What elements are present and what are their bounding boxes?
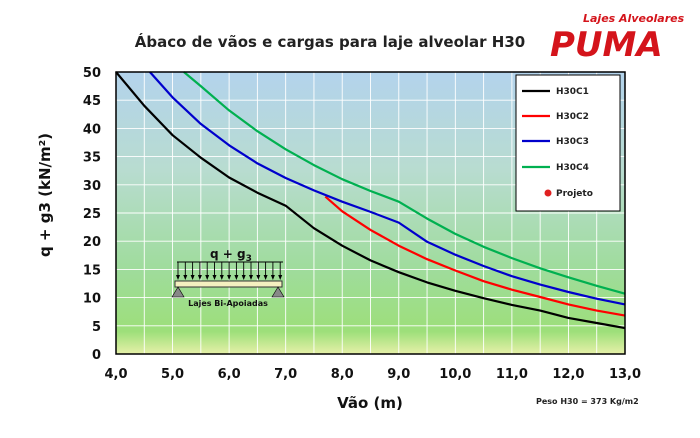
series-line-h30c1 (115, 71, 626, 330)
x-tick-label: 13,0 (609, 367, 641, 382)
x-tick-label: 6,0 (218, 367, 241, 382)
left-support-icon (171, 286, 185, 298)
brand-tagline: Lajes Alveolares (583, 12, 685, 25)
beam-caption: Lajes Bi-Apoiadas (188, 299, 268, 308)
legend-label: H30C4 (556, 163, 589, 173)
y-tick-label: 25 (83, 207, 101, 222)
y-tick-labels: 0 5 10 15 20 25 30 35 40 45 50 (83, 66, 101, 363)
x-axis-label: Vão (m) (337, 394, 403, 412)
brand-name: PUMA (550, 25, 663, 65)
beam-diagram: q + g3 Lajes Bi-Apoiadas (171, 247, 285, 308)
x-tick-label: 4,0 (104, 367, 127, 382)
series-line-h30c3 (149, 71, 626, 306)
load-arrow-head (197, 275, 202, 280)
series-line-h30c4 (183, 71, 626, 295)
series-layer (115, 71, 626, 330)
y-tick-label: 45 (83, 94, 101, 109)
legend-label: H30C2 (556, 112, 589, 122)
load-label-prefix: q + g (210, 247, 246, 261)
series-line-h30c2 (324, 195, 626, 317)
legend-marker-projeto (544, 189, 552, 197)
y-tick-label: 10 (83, 292, 101, 307)
load-arrow-head (263, 275, 268, 280)
footnote: Peso H30 = 373 Kg/m2 (536, 397, 639, 406)
y-tick-label: 20 (83, 235, 101, 250)
load-arrow-head (256, 275, 261, 280)
x-tick-label: 7,0 (274, 367, 297, 382)
y-axis-label: q + g3 (kN/m²) (36, 133, 54, 257)
legend: H30C1 H30C2 H30C3 H30C4 Projeto (515, 74, 621, 212)
right-support-icon (271, 286, 285, 298)
load-arrow-head (176, 275, 180, 280)
x-tick-label: 11,0 (496, 367, 528, 382)
x-tick-labels: 4,0 5,0 6,0 7,0 8,0 9,0 10,0 11,0 12,0 13,0 (104, 367, 641, 382)
legend-box (515, 74, 621, 212)
load-label: q + g3 (210, 247, 252, 264)
x-tick-label: 10,0 (439, 367, 471, 382)
y-tick-label: 30 (83, 179, 101, 194)
x-tick-label: 9,0 (387, 367, 410, 382)
load-arrow-head (227, 275, 232, 280)
chart-title: Ábaco de vãos e cargas para laje alveola… (135, 32, 525, 51)
y-tick-label: 40 (83, 122, 101, 137)
y-tick-label: 0 (92, 348, 101, 363)
y-tick-label: 5 (92, 320, 101, 335)
legend-label: H30C1 (556, 87, 589, 97)
x-tick-label: 12,0 (552, 367, 584, 382)
load-arrow-head (190, 275, 195, 280)
load-arrow-head (270, 275, 275, 280)
load-arrow-head (241, 275, 246, 280)
y-tick-label: 35 (83, 151, 101, 166)
load-arrows (176, 262, 283, 280)
y-tick-label: 15 (83, 263, 101, 278)
legend-label: H30C3 (556, 137, 589, 147)
load-label-subscript: 3 (246, 254, 252, 264)
load-arrow-head (234, 275, 239, 280)
load-arrow-head (205, 275, 210, 280)
load-arrow-head (278, 275, 283, 280)
legend-label: Projeto (556, 189, 593, 199)
load-arrow-head (183, 275, 188, 280)
load-arrow-head (219, 275, 224, 280)
brand-logo: Lajes Alveolares PUMA (550, 12, 685, 65)
beam (174, 280, 283, 288)
x-tick-label: 8,0 (331, 367, 354, 382)
load-arrow-head (212, 275, 217, 280)
y-tick-label: 50 (83, 66, 101, 81)
x-tick-label: 5,0 (161, 367, 184, 382)
load-arrow-head (249, 275, 253, 280)
plot-frame (115, 71, 626, 355)
